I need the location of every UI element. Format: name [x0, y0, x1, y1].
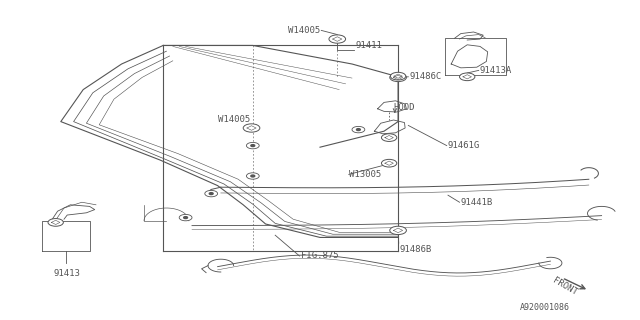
- Text: FIG.875: FIG.875: [301, 252, 339, 260]
- Text: 91461G: 91461G: [448, 141, 480, 150]
- Circle shape: [381, 159, 397, 167]
- Circle shape: [184, 217, 188, 219]
- Circle shape: [352, 126, 365, 133]
- Text: 91413: 91413: [54, 269, 81, 278]
- Circle shape: [251, 145, 255, 147]
- Circle shape: [246, 173, 259, 179]
- Circle shape: [48, 219, 63, 226]
- Text: 91441B: 91441B: [461, 198, 493, 207]
- Text: A920001086: A920001086: [520, 303, 570, 312]
- Circle shape: [209, 193, 213, 195]
- Circle shape: [460, 73, 475, 81]
- Circle shape: [390, 73, 406, 82]
- Circle shape: [390, 226, 406, 235]
- Text: 91486B: 91486B: [400, 245, 432, 254]
- Circle shape: [243, 124, 260, 132]
- Text: 91411: 91411: [355, 41, 382, 50]
- Circle shape: [356, 129, 360, 131]
- Text: W13005: W13005: [349, 170, 381, 179]
- Circle shape: [179, 214, 192, 221]
- Text: W14005: W14005: [288, 26, 320, 35]
- Text: 91413A: 91413A: [480, 66, 512, 75]
- Text: W14005: W14005: [218, 116, 250, 124]
- Circle shape: [246, 142, 259, 149]
- Text: 91486C: 91486C: [410, 72, 442, 81]
- Circle shape: [381, 134, 397, 141]
- Circle shape: [390, 72, 406, 80]
- Circle shape: [329, 35, 346, 43]
- Text: HOOD: HOOD: [394, 103, 415, 112]
- Circle shape: [205, 190, 218, 197]
- Circle shape: [251, 175, 255, 177]
- Text: FRONT: FRONT: [551, 276, 579, 297]
